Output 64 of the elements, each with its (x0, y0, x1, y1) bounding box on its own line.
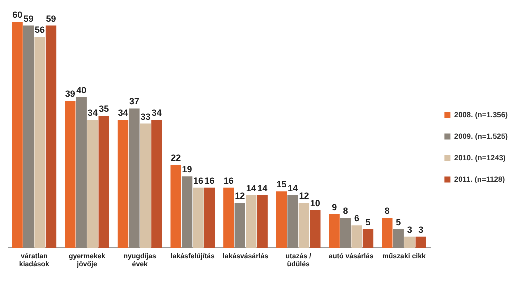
data-label: 14 (258, 183, 268, 194)
bar (362, 229, 374, 248)
data-label: 59 (46, 14, 56, 24)
bar (310, 210, 321, 248)
bar (234, 202, 246, 248)
data-label: 3 (418, 224, 424, 235)
data-label: 9 (332, 202, 338, 212)
data-label: 6 (354, 214, 360, 224)
bar (298, 202, 310, 248)
bar (34, 37, 46, 248)
bar (65, 101, 76, 248)
bar (416, 236, 426, 248)
bar (12, 22, 23, 248)
data-label: 12 (299, 190, 310, 201)
bar (140, 124, 152, 248)
data-label: 59 (24, 14, 34, 24)
bar (193, 188, 204, 248)
bar (393, 229, 404, 248)
data-label: 12 (235, 190, 246, 201)
data-label: 16 (194, 176, 204, 186)
data-label: 8 (343, 206, 348, 216)
data-label: 19 (182, 164, 192, 175)
bar (404, 236, 416, 248)
data-label: 34 (118, 108, 128, 118)
bar (129, 108, 140, 248)
data-label: 8 (384, 206, 390, 216)
bar (288, 195, 298, 248)
bar (329, 214, 340, 248)
bar (46, 26, 57, 248)
data-label: 35 (99, 104, 110, 114)
data-label: 3 (407, 224, 412, 235)
data-label: 22 (171, 153, 182, 164)
bar (246, 195, 257, 248)
data-label: 40 (76, 85, 87, 96)
data-label: 33 (140, 112, 151, 122)
data-label: 60 (12, 10, 23, 20)
bar (276, 192, 288, 248)
bar (76, 97, 87, 248)
bar (170, 165, 182, 248)
data-label: 10 (310, 198, 320, 208)
bar (340, 218, 352, 248)
bar (382, 218, 393, 248)
bar (98, 116, 110, 248)
bar (224, 188, 234, 248)
data-label: 34 (152, 108, 162, 118)
bar (352, 226, 362, 248)
data-label: 15 (276, 180, 287, 190)
bar (182, 176, 193, 248)
data-label: 14 (246, 183, 256, 194)
data-label: 16 (224, 176, 234, 186)
data-label: 5 (396, 217, 402, 228)
data-label: 5 (366, 217, 371, 228)
data-label: 37 (129, 96, 140, 107)
bar (257, 195, 268, 248)
data-label: 16 (204, 176, 215, 186)
bar (23, 26, 34, 248)
data-label: 34 (88, 108, 98, 118)
data-label: 56 (35, 25, 46, 36)
bar (204, 188, 216, 248)
data-label: 39 (65, 89, 76, 100)
data-label: 14 (288, 183, 298, 194)
bar (152, 120, 162, 248)
bar (88, 120, 98, 248)
bar (118, 120, 129, 248)
